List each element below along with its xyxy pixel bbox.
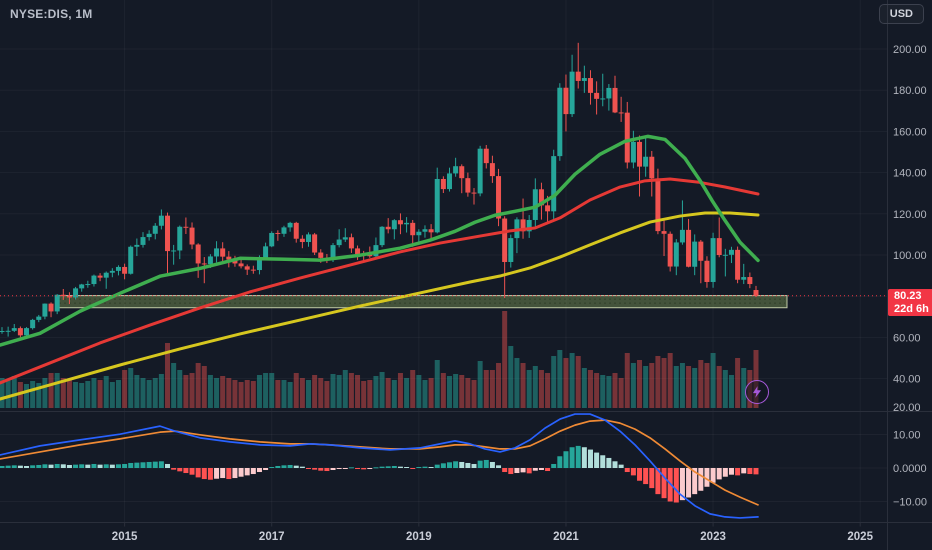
macd-pane: [0, 413, 759, 519]
svg-text:−10.00: −10.00: [893, 497, 927, 509]
currency-toggle-button[interactable]: USD: [878, 4, 924, 24]
macd-line: [0, 413, 759, 519]
svg-text:140.00: 140.00: [893, 168, 927, 180]
svg-text:40.00: 40.00: [893, 374, 921, 386]
svg-text:2021: 2021: [553, 531, 579, 543]
svg-text:160.00: 160.00: [893, 126, 927, 138]
svg-text:100.00: 100.00: [893, 250, 927, 262]
macd-signal-line: [0, 419, 759, 506]
svg-text:200.00: 200.00: [893, 44, 927, 56]
lightning-alert-button[interactable]: [745, 380, 769, 404]
svg-text:2025: 2025: [847, 531, 873, 543]
svg-text:180.00: 180.00: [893, 85, 927, 97]
ma-red-line: [0, 177, 760, 385]
svg-text:2019: 2019: [406, 531, 432, 543]
lightning-icon: [752, 386, 762, 398]
svg-text:0.0000: 0.0000: [893, 463, 927, 475]
bar-countdown: 22d 6h: [894, 303, 929, 315]
svg-text:120.00: 120.00: [893, 209, 927, 221]
volume-layer: [0, 311, 759, 408]
time-axis-labels: 2015 2017 2019 2021 2023 2025: [112, 522, 874, 543]
symbol-interval-label: NYSE:DIS, 1M: [10, 7, 93, 21]
current-price-value: 80.23: [894, 290, 922, 302]
support-zone: [56, 295, 788, 309]
svg-text:2017: 2017: [259, 531, 285, 543]
price-axis-labels: 200.00 180.00 160.00 140.00 120.00 100.00 60.0…: [893, 44, 927, 509]
svg-text:60.00: 60.00: [893, 332, 921, 344]
svg-text:20.00: 20.00: [893, 402, 921, 414]
svg-text:10.00: 10.00: [893, 430, 921, 442]
svg-text:2015: 2015: [112, 531, 138, 543]
current-price-badge: 80.23 22d 6h: [888, 289, 932, 316]
candles-layer: [0, 42, 759, 338]
ma-yellow-line: [0, 211, 760, 401]
svg-text:2023: 2023: [700, 531, 726, 543]
ma-green-line: [0, 134, 760, 347]
